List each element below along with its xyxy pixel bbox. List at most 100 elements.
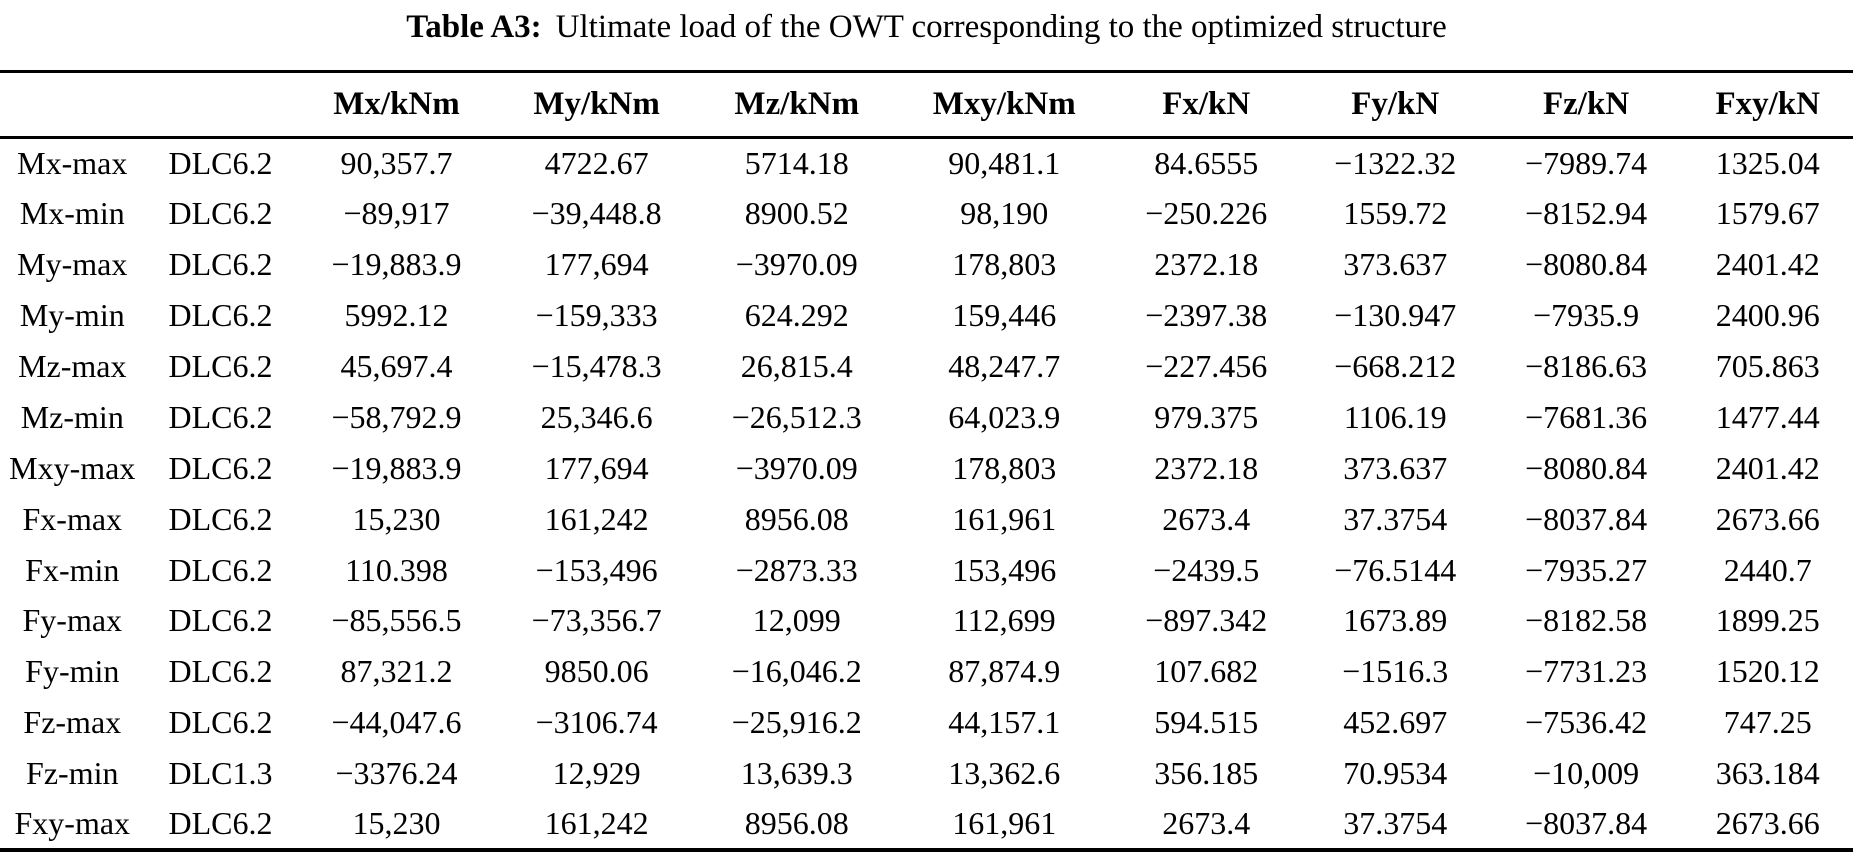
value-cell: 70.9534 [1343,755,1448,792]
value-cell: 13,639.3 [740,755,853,792]
value-cell: 177,694 [544,449,649,486]
value-cell: −8080.84 [1525,246,1648,283]
table-row: Fy-min DLC6.2 87,321.2 9850.06 −16,046.2 87,8… [0,646,1853,697]
value-cell: 37.3754 [1343,500,1448,537]
dlc-cell: DLC6.2 [168,145,273,182]
value-cell: 12,099 [752,602,841,639]
value-cell: 747.25 [1723,704,1812,741]
value-cell: −7935.9 [1533,297,1640,334]
dlc-cell: DLC6.2 [168,398,273,435]
value-cell: −19,883.9 [331,449,462,486]
table-row: Fxy-max DLC6.2 15,230 161,242 8956.08 161,961… [0,799,1853,850]
table-caption: Table A3: Ultimate load of the OWT corres… [0,0,1853,49]
value-cell: −44,047.6 [331,704,462,741]
row-label-cell: Fx-min [25,551,120,588]
table-row: Mx-max DLC6.2 90,357.7 4722.67 5714.18 90,481… [0,138,1853,189]
value-cell: −2397.38 [1145,297,1268,334]
value-cell: 87,874.9 [948,653,1061,690]
dlc-cell: DLC6.2 [168,246,273,283]
value-cell: 2400.96 [1715,297,1820,334]
value-cell: 8900.52 [744,195,849,232]
row-label-cell: Mx-min [19,195,125,232]
value-cell: 44,157.1 [948,704,1061,741]
header-cell-my: My/kNm [496,71,697,139]
value-cell: −73,356.7 [531,602,662,639]
dlc-cell: DLC6.2 [168,551,273,588]
value-cell: −10,009 [1533,755,1640,792]
row-label-cell: Fz-min [26,755,119,792]
value-cell: 1899.25 [1715,602,1820,639]
value-cell: 84.6555 [1154,145,1259,182]
table-body: Mx-max DLC6.2 90,357.7 4722.67 5714.18 90,481… [0,138,1853,850]
value-cell: −7731.23 [1525,653,1648,690]
value-cell: −26,512.3 [731,398,862,435]
value-cell: 87,321.2 [340,653,453,690]
dlc-cell: DLC6.2 [168,602,273,639]
value-cell: 26,815.4 [740,348,853,384]
value-cell: −8037.84 [1525,805,1648,842]
value-cell: −897.342 [1145,602,1268,639]
value-cell: 98,190 [960,195,1049,232]
header-cell-empty-dlc [144,71,297,139]
value-cell: −39,448.8 [531,195,662,232]
value-cell: 2673.66 [1715,805,1820,842]
value-cell: −159,333 [535,297,658,334]
value-cell: −8080.84 [1525,449,1648,486]
row-label-cell: Mx-max [17,145,128,182]
value-cell: −7536.42 [1525,704,1648,741]
header-cell-fz: Fz/kN [1489,71,1683,139]
value-cell: −3970.09 [735,449,858,486]
header-cell-mxy: Mxy/kNm [896,71,1112,139]
value-cell: −3106.74 [535,704,658,741]
value-cell: 25,346.6 [540,398,653,435]
value-cell: −153,496 [535,551,658,588]
value-cell: −76.5144 [1334,551,1457,588]
value-cell: −2439.5 [1153,551,1260,588]
value-cell: −1322.32 [1334,145,1457,182]
header-row: Mx/kNm My/kNm Mz/kNm Mxy/kNm Fx/kN Fy/kN… [0,71,1853,139]
row-label-cell: My-min [19,297,125,334]
value-cell: 2673.4 [1162,805,1251,842]
table-row: Fz-max DLC6.2 −44,047.6 −3106.74 −25,916.2 44… [0,697,1853,748]
value-cell: 5992.12 [344,297,449,334]
value-cell: 2372.18 [1154,246,1259,283]
value-cell: 15,230 [352,805,441,842]
value-cell: −3970.09 [735,246,858,283]
value-cell: 356.185 [1154,755,1259,792]
value-cell: −85,556.5 [331,602,462,639]
table-caption-text: Ultimate load of the OWT corresponding t… [555,9,1447,45]
value-cell: 177,694 [544,246,649,283]
value-cell: 1477.44 [1715,398,1820,435]
value-cell: 161,961 [952,500,1057,537]
dlc-cell: DLC6.2 [168,449,273,486]
row-label-cell: Fx-max [22,500,123,537]
row-label-cell: Mz-min [20,398,124,435]
table-row: Fx-max DLC6.2 15,230 161,242 8956.08 161,961 2… [0,494,1853,545]
value-cell: 2401.42 [1715,449,1820,486]
value-cell: 13,362.6 [948,755,1061,792]
value-cell: 373.637 [1343,449,1448,486]
value-cell: 112,699 [952,602,1056,639]
value-cell: 178,803 [952,449,1057,486]
value-cell: 2440.7 [1723,551,1812,588]
value-cell: 594.515 [1154,704,1259,741]
dlc-cell: DLC1.3 [168,755,273,792]
value-cell: 705.863 [1715,348,1820,384]
value-cell: 373.637 [1343,246,1448,283]
row-label-cell: Mxy-max [9,449,136,486]
value-cell: 107.682 [1154,653,1259,690]
row-label-cell: Fz-max [23,704,122,741]
value-cell: −15,478.3 [531,348,662,384]
table-row: Fz-min DLC1.3 −3376.24 12,929 13,639.3 13,362… [0,748,1853,799]
value-cell: −250.226 [1145,195,1268,232]
value-cell: −2873.33 [735,551,858,588]
value-cell: 45,697.4 [340,348,453,384]
value-cell: 1325.04 [1715,145,1820,182]
value-cell: 48,247.7 [948,348,1061,384]
value-cell: 37.3754 [1343,805,1448,842]
value-cell: −58,792.9 [331,398,462,435]
value-cell: 161,242 [544,805,649,842]
value-cell: −7989.74 [1525,145,1648,182]
value-cell: 2372.18 [1154,449,1259,486]
